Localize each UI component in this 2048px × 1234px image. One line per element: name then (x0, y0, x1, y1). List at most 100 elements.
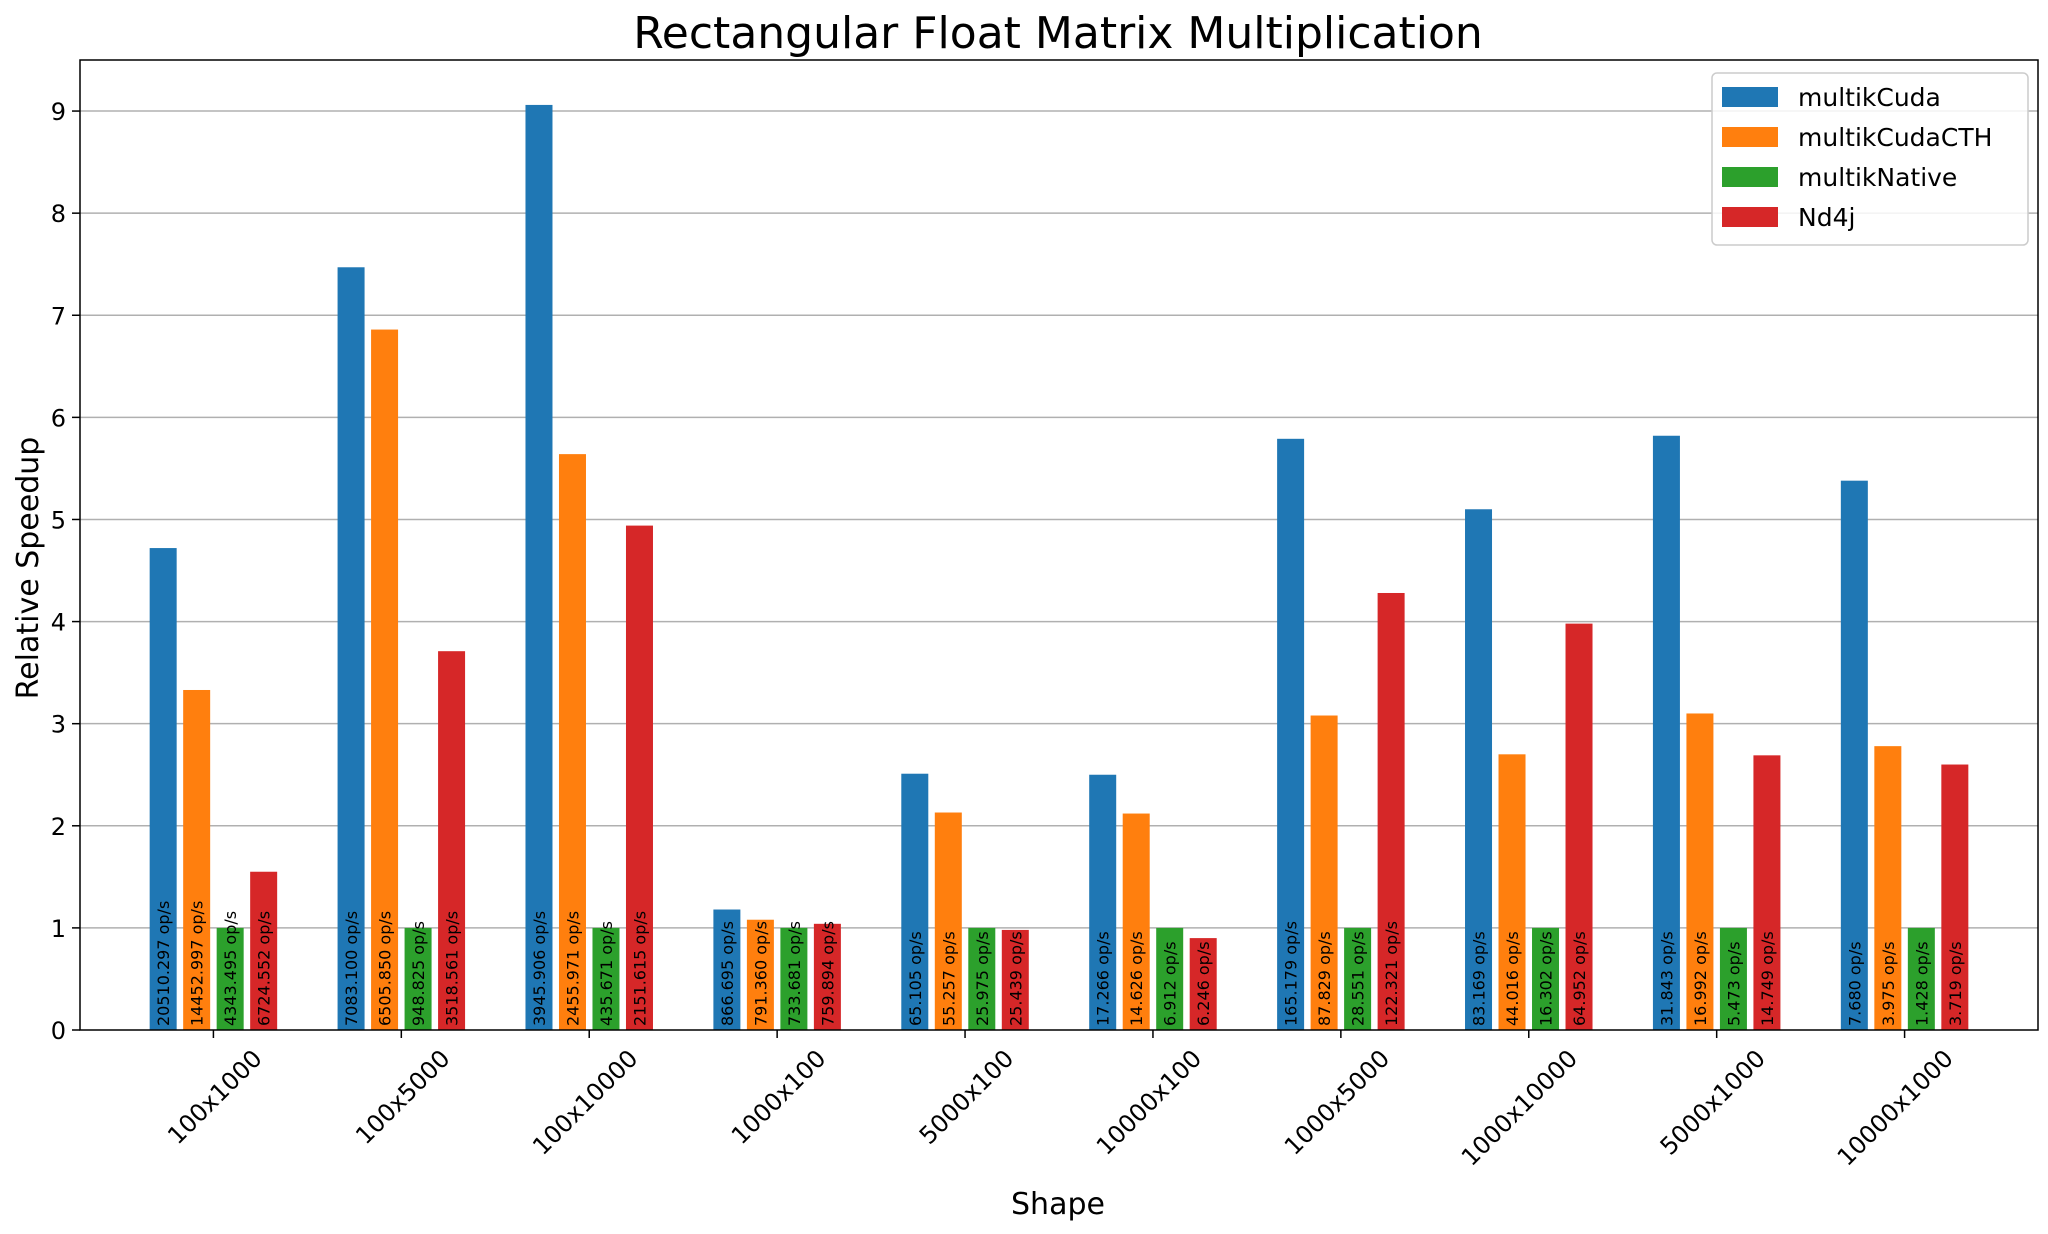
legend: multikCuda multikCudaCTH multikNative Nd4j (1711, 72, 2029, 246)
bar-multikCudaCTH-1000x100 (746, 919, 774, 1030)
bar-label-Nd4j-100x5000: 3518.561 op/s (443, 911, 462, 1026)
x-tick-label-5000x100: 5000x100 (914, 1044, 1019, 1149)
bar-label-Nd4j-10000x1000: 3.719 op/s (1946, 941, 1965, 1026)
bar-label-multikCudaCTH-1000x100: 791.360 op/s (751, 921, 770, 1026)
plot-frame (79, 59, 2039, 1031)
bar-multikCudaCTH-100x1000 (183, 689, 211, 1030)
y-tick-label: 8 (51, 200, 66, 228)
bar-multikCuda-5000x100 (901, 773, 929, 1030)
y-tick-label: 1 (51, 915, 66, 943)
bar-multikCuda-1000x5000 (1277, 438, 1305, 1030)
bar-Nd4j-100x1000 (250, 871, 278, 1030)
bar-multikNative-10000x100 (1156, 927, 1184, 1030)
bar-multikCuda-100x5000 (337, 267, 365, 1030)
bar-multikNative-5000x1000 (1719, 927, 1747, 1030)
bar-Nd4j-100x5000 (438, 651, 466, 1030)
bar-label-multikCudaCTH-5000x100: 55.257 op/s (939, 931, 958, 1026)
bar-label-multikCuda-10000x100: 17.266 op/s (1094, 931, 1113, 1026)
bar-label-Nd4j-1000x10000: 64.952 op/s (1570, 931, 1589, 1026)
bar-label-multikCudaCTH-100x1000: 14452.997 op/s (188, 901, 207, 1026)
bar-label-multikCudaCTH-10000x1000: 3.975 op/s (1879, 941, 1898, 1026)
x-tick-label-1000x10000: 1000x10000 (1456, 1044, 1583, 1171)
y-tick-label: 7 (51, 302, 66, 330)
x-tick-label-100x1000: 100x1000 (162, 1044, 267, 1149)
bar-label-multikCuda-1000x5000: 165.179 op/s (1282, 921, 1301, 1026)
y-tick-label: 2 (51, 813, 66, 841)
bar-label-multikNative-100x10000: 435.671 op/s (597, 921, 616, 1026)
legend-label-multikCudaCTH: multikCudaCTH (1798, 123, 1992, 152)
legend-label-multikNative: multikNative (1798, 163, 1957, 192)
bar-Nd4j-1000x100 (813, 923, 841, 1030)
bar-multikNative-5000x100 (968, 927, 996, 1030)
bar-label-multikCudaCTH-5000x1000: 16.992 op/s (1691, 931, 1710, 1026)
bar-label-Nd4j-100x10000: 2151.615 op/s (630, 911, 649, 1026)
y-tick-label: 4 (51, 609, 66, 637)
x-axis-label: Shape (1011, 1187, 1105, 1222)
bar-label-Nd4j-10000x100: 6.246 op/s (1194, 941, 1213, 1026)
bar-multikNative-100x5000 (404, 927, 432, 1030)
bar-label-multikCuda-5000x1000: 31.843 op/s (1657, 931, 1676, 1026)
chart-title: Rectangular Float Matrix Multiplication (633, 8, 1483, 59)
bar-label-Nd4j-5000x1000: 14.749 op/s (1758, 931, 1777, 1026)
bar-Nd4j-5000x100 (1001, 929, 1029, 1030)
bar-multikCuda-100x1000 (149, 548, 177, 1030)
bar-multikCudaCTH-1000x5000 (1310, 715, 1338, 1030)
bar-multikCudaCTH-5000x1000 (1686, 713, 1714, 1030)
bar-Nd4j-1000x10000 (1565, 623, 1593, 1030)
bar-multikCudaCTH-1000x10000 (1498, 754, 1526, 1030)
y-axis-label: Relative Speedup (11, 437, 46, 700)
legend-label-Nd4j: Nd4j (1798, 203, 1855, 232)
bar-label-multikCudaCTH-1000x10000: 44.016 op/s (1503, 931, 1522, 1026)
legend-box (1711, 72, 2029, 246)
y-tick-label: 3 (51, 711, 66, 739)
x-tick-label-1000x5000: 1000x5000 (1279, 1044, 1395, 1160)
bar-label-multikCuda-1000x100: 866.695 op/s (718, 921, 737, 1026)
bar-label-multikCuda-100x5000: 7083.100 op/s (342, 911, 361, 1026)
bar-multikNative-1000x10000 (1532, 927, 1560, 1030)
grid-lines (80, 110, 2038, 929)
bar-label-multikCuda-10000x1000: 7.680 op/s (1845, 941, 1864, 1026)
bar-label-multikNative-100x5000: 948.825 op/s (409, 921, 428, 1026)
bar-label-multikNative-1000x10000: 16.302 op/s (1537, 931, 1556, 1026)
bar-multikNative-10000x1000 (1907, 927, 1935, 1030)
bar-multikCudaCTH-5000x100 (934, 812, 962, 1030)
bar-multikCudaCTH-10000x100 (1122, 813, 1150, 1030)
x-tick-label-10000x100: 10000x100 (1091, 1044, 1207, 1160)
legend-swatch-multikCuda (1722, 87, 1778, 107)
y-tick-label: 6 (51, 404, 66, 432)
legend-swatch-multikCudaCTH (1722, 127, 1778, 147)
bar-labels: 20510.297 op/s 14452.997 op/s 4343.495 op/… (154, 901, 1965, 1026)
bar-label-multikNative-5000x100: 25.975 op/s (973, 931, 992, 1026)
bar-label-multikNative-10000x1000: 1.428 op/s (1912, 941, 1931, 1026)
bar-label-multikCudaCTH-100x5000: 6505.850 op/s (376, 911, 395, 1026)
bar-label-Nd4j-1000x5000: 122.321 op/s (1382, 921, 1401, 1026)
bar-label-multikCudaCTH-100x10000: 2455.971 op/s (563, 911, 582, 1026)
x-tick-label-100x10000: 100x10000 (527, 1044, 643, 1160)
y-tick-label: 9 (51, 98, 66, 126)
axes (79, 59, 2039, 1031)
bar-multikCudaCTH-100x10000 (558, 454, 586, 1030)
bar-label-multikNative-10000x100: 6.912 op/s (1161, 941, 1180, 1026)
bar-label-multikCuda-100x10000: 3945.906 op/s (530, 911, 549, 1026)
bar-Nd4j-10000x1000 (1941, 764, 1969, 1030)
x-tick-label-5000x1000: 5000x1000 (1655, 1044, 1771, 1160)
x-tick-label-10000x1000: 10000x1000 (1832, 1044, 1959, 1171)
y-tick-label: 0 (51, 1017, 66, 1045)
bar-label-multikCuda-5000x100: 65.105 op/s (906, 931, 925, 1026)
bar-multikCuda-5000x1000 (1652, 435, 1680, 1030)
bar-multikCuda-10000x100 (1089, 774, 1117, 1030)
bar-multikNative-100x10000 (592, 927, 620, 1030)
legend-label-multikCuda: multikCuda (1798, 83, 1941, 112)
bar-label-Nd4j-5000x100: 25.439 op/s (1006, 931, 1025, 1026)
bar-multikCudaCTH-10000x1000 (1874, 746, 1902, 1030)
x-tick-label-1000x100: 1000x100 (726, 1044, 831, 1149)
bar-label-multikCudaCTH-10000x100: 14.626 op/s (1127, 931, 1146, 1026)
bar-label-multikNative-1000x100: 733.681 op/s (785, 921, 804, 1026)
legend-swatch-Nd4j (1722, 207, 1778, 227)
bar-Nd4j-5000x1000 (1753, 755, 1781, 1030)
bar-Nd4j-10000x100 (1189, 938, 1217, 1030)
bar-multikCuda-100x10000 (525, 104, 553, 1030)
bars (149, 104, 1969, 1031)
bar-Nd4j-1000x5000 (1377, 592, 1405, 1030)
